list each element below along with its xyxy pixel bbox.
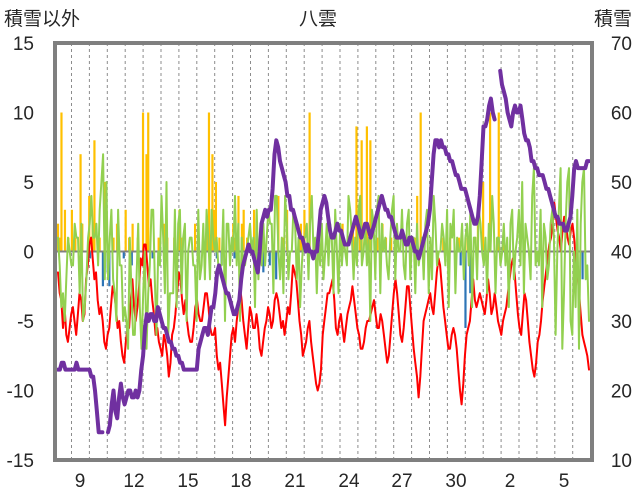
y-right-tick-label: 60 (611, 104, 632, 125)
bar (213, 209, 216, 252)
bar (101, 251, 105, 287)
y-left-label: 積雪以外 (4, 8, 80, 30)
series-line (57, 201, 590, 427)
series-line (57, 153, 590, 350)
bar (242, 209, 245, 252)
x-tick-label: 2 (505, 471, 516, 492)
bar (268, 251, 271, 266)
x-tick-label: 5 (559, 471, 570, 492)
y-right-tick-label: 70 (611, 34, 632, 55)
plot-frame (53, 41, 594, 462)
chart-title: 八雲 (299, 8, 337, 30)
bar (365, 126, 368, 252)
bar (58, 237, 61, 252)
bar (581, 251, 584, 280)
y-right-tick-label: 50 (611, 173, 632, 194)
bar (193, 223, 197, 252)
series-line (56, 68, 591, 435)
bar (369, 140, 372, 252)
x-tick-label: 12 (123, 471, 144, 492)
bar (74, 237, 77, 252)
bar (303, 209, 306, 252)
bar (151, 251, 154, 259)
bar (262, 251, 265, 273)
x-tick-label: 24 (338, 471, 360, 492)
bar (157, 237, 160, 252)
bar (63, 209, 67, 252)
bar (218, 237, 221, 252)
y-right-tick-label: 10 (611, 451, 632, 472)
bar (390, 237, 393, 252)
x-tick-label: 30 (445, 471, 466, 492)
bar (233, 237, 237, 252)
bar (207, 112, 211, 252)
y-right-tick-label: 30 (611, 312, 632, 333)
bar (141, 112, 145, 252)
bar (131, 223, 134, 252)
x-ticks: 9 12 15 18 21 24 27 30 2 5 (75, 471, 570, 492)
y-left-tick-label: 15 (13, 34, 34, 55)
bar (88, 251, 92, 259)
bar (70, 209, 73, 252)
x-tick-label: 9 (75, 471, 86, 492)
bar (147, 112, 150, 252)
y-left-tick-label: 5 (23, 173, 34, 194)
lines-layer (56, 68, 591, 435)
y-left-tick-label: 0 (23, 243, 34, 264)
y-right-label: 積雪 (594, 8, 632, 30)
bar (464, 251, 467, 328)
bar (93, 140, 96, 252)
bar (130, 251, 133, 266)
y-right-tick-label: 40 (611, 243, 632, 264)
bar (355, 126, 358, 252)
bar (459, 251, 462, 266)
y-left-ticks: 15 10 5 0 -5 -10 -15 (7, 34, 34, 472)
bar (469, 251, 472, 294)
bar (376, 237, 379, 252)
y-right-tick-label: 20 (611, 382, 632, 403)
bar (214, 182, 218, 252)
bar (360, 140, 363, 252)
y-left-tick-label: -15 (7, 451, 34, 472)
bar (414, 237, 417, 252)
bar (308, 112, 311, 252)
bar (497, 112, 500, 252)
bar (275, 251, 278, 280)
bar (252, 209, 256, 252)
x-tick-label: 27 (391, 471, 412, 492)
bar (211, 154, 214, 252)
bar (419, 112, 422, 252)
y-left-tick-label: -10 (7, 382, 34, 403)
bar (206, 223, 209, 252)
y-left-tick-label: -5 (17, 312, 34, 333)
bar (79, 154, 82, 252)
x-tick-label: 15 (177, 471, 198, 492)
x-tick-label: 21 (284, 471, 305, 492)
y-right-ticks: 70 60 50 40 30 20 10 (611, 34, 632, 472)
bar (145, 154, 148, 252)
bar (488, 112, 492, 252)
y-left-tick-label: 10 (13, 104, 34, 125)
bar (351, 223, 355, 252)
bar (124, 209, 127, 252)
bar (112, 237, 115, 252)
bar (122, 251, 125, 259)
bar (60, 112, 63, 252)
bar (233, 251, 236, 259)
x-tick-label: 18 (230, 471, 251, 492)
bar (482, 182, 485, 252)
